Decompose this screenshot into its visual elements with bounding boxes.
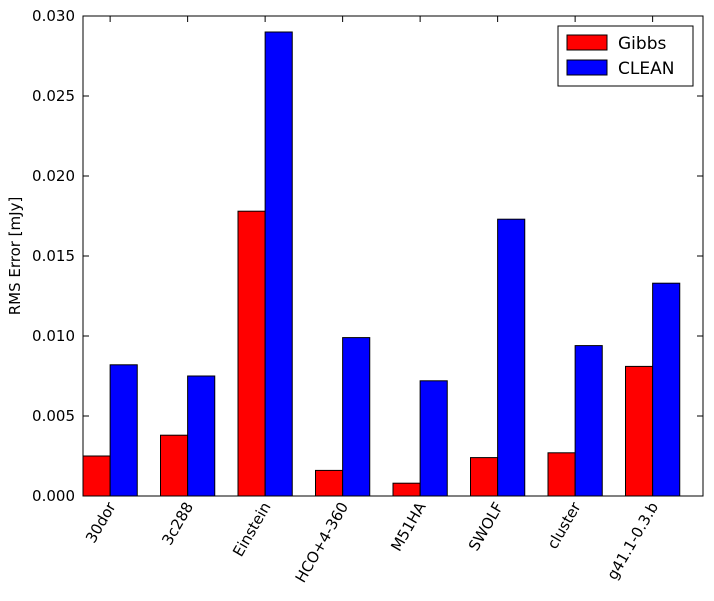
x-tick-label: SWOLF (465, 499, 507, 554)
legend: Gibbs CLEAN (557, 25, 694, 87)
y-tick-label: 0.010 (32, 327, 75, 345)
x-tick-label: cluster (543, 498, 585, 552)
plot-frame (82, 15, 704, 497)
bar-clean-hco-4-360 (342, 337, 371, 497)
x-tick-label: Einstein (229, 499, 274, 560)
bar-gibbs-30dor (82, 455, 111, 497)
bar-gibbs-m51ha (392, 482, 421, 497)
legend-label-gibbs: Gibbs (618, 34, 666, 54)
bar-clean-einstein (264, 31, 293, 497)
bars-group (82, 31, 681, 497)
legend-swatch-clean (566, 59, 608, 76)
bar-gibbs-hco-4-360 (315, 469, 344, 497)
x-tick-label: HCO+4-360 (292, 499, 352, 586)
bar-gibbs-3c288 (160, 434, 189, 497)
bar-gibbs-cluster (547, 452, 576, 497)
bar-clean-cluster (574, 345, 603, 497)
y-tick-label: 0.015 (32, 247, 75, 265)
y-tick-label: 0.030 (32, 7, 75, 25)
bar-gibbs-swolf (470, 457, 499, 497)
y-tick-label: 0.005 (32, 407, 75, 425)
x-axis: 30dor 3c288 Einstein HCO+4-360 M51HA SWOLF clu… (82, 16, 662, 586)
legend-label-clean: CLEAN (618, 59, 674, 79)
bar-clean-m51ha (419, 380, 448, 497)
bar-gibbs-einstein (237, 210, 266, 497)
y-axis-label: RMS Error [mJy] (6, 197, 24, 316)
y-tick-label: 0.000 (32, 487, 75, 505)
bar-clean-30dor (109, 364, 138, 497)
x-tick-label: 3c288 (158, 499, 197, 548)
bar-clean-3c288 (187, 375, 216, 497)
y-tick-label: 0.020 (32, 167, 75, 185)
y-tick-label: 0.025 (32, 87, 75, 105)
bar-clean-swolf (497, 218, 526, 497)
x-tick-label: 30dor (82, 498, 120, 546)
x-tick-label: g41.1-0.3.b (603, 499, 662, 583)
bar-gibbs-g41-1-0-3-b (625, 365, 654, 497)
x-tick-label: M51HA (387, 498, 430, 554)
bar-clean-g41-1-0-3-b (652, 282, 681, 497)
legend-swatch-gibbs (566, 34, 608, 51)
